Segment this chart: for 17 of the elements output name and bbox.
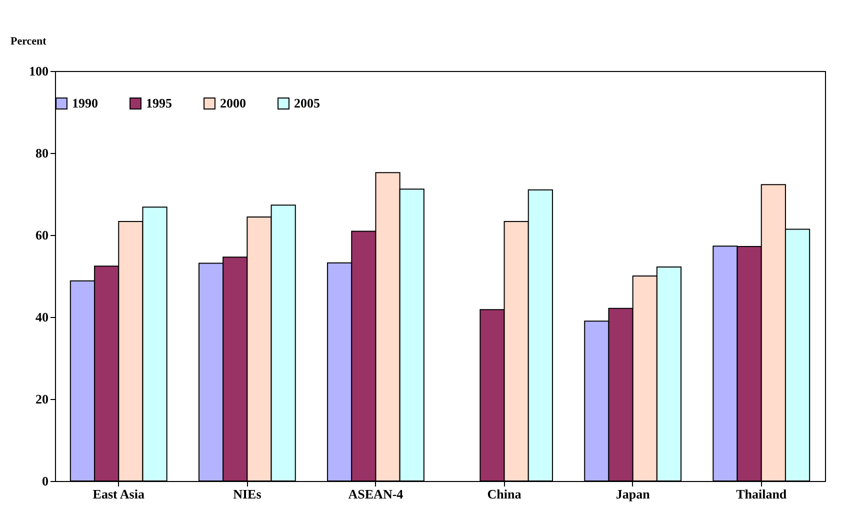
y-tick-label: 80 <box>36 146 48 160</box>
legend-label: 2005 <box>294 96 320 111</box>
x-tick-label: East Asia <box>92 486 145 502</box>
y-tick-label: 20 <box>36 392 48 406</box>
y-tick-label: 40 <box>36 310 48 324</box>
legend-label: 2000 <box>220 96 246 111</box>
x-tick-label: ASEAN-4 <box>348 486 404 502</box>
legend-label: 1990 <box>72 96 98 111</box>
y-axis-title: Percent <box>10 36 47 48</box>
y-tick-label: 0 <box>42 474 48 488</box>
x-tick-label: China <box>487 486 522 502</box>
x-tick-label: Japan <box>616 486 651 502</box>
y-tick-label: 60 <box>36 228 48 242</box>
x-tick-label: NIEs <box>233 486 262 502</box>
x-tick-label: Thailand <box>736 486 788 502</box>
legend-label: 1995 <box>146 96 172 111</box>
y-tick-label: 100 <box>29 64 48 78</box>
